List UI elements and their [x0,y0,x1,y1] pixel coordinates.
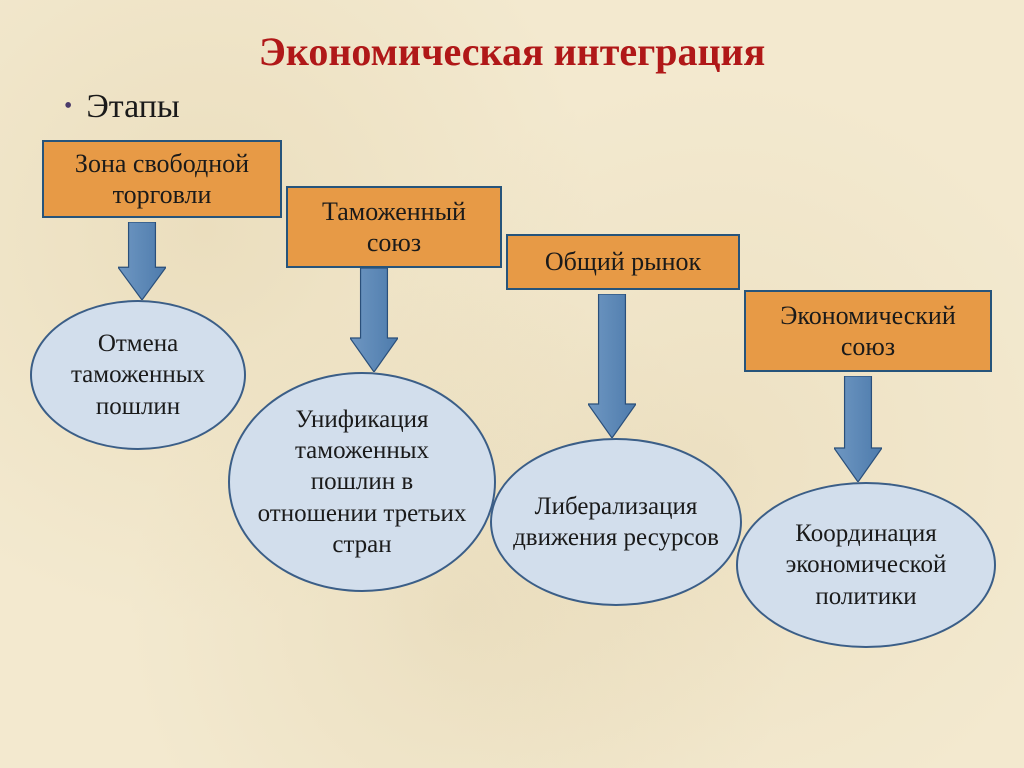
arrow-down-icon [118,222,166,300]
stage-ellipse-1: Отмена таможенных пошлин [30,300,246,450]
slide: Экономическая интеграция • Этапы Зона сво… [0,0,1024,768]
stage-box-3: Общий рынок [506,234,740,290]
stage-ellipse-4: Координация экономической политики [736,482,996,648]
stage-ellipse-3: Либерализация движения ресурсов [490,438,742,606]
arrow-down-icon [834,376,882,482]
stage-ellipse-2: Унификация таможенных пошлин в отношении… [228,372,496,592]
stage-box-4: Экономический союз [744,290,992,372]
bullet-icon: • [64,93,72,120]
stage-box-1: Зона свободной торговли [42,140,282,218]
arrow-down-icon [350,268,398,372]
arrow-down-icon [588,294,636,438]
slide-title: Экономическая интеграция [0,28,1024,75]
slide-subtitle: • Этапы [64,88,180,126]
stage-box-2: Таможенный союз [286,186,502,268]
subtitle-text: Этапы [86,88,179,125]
